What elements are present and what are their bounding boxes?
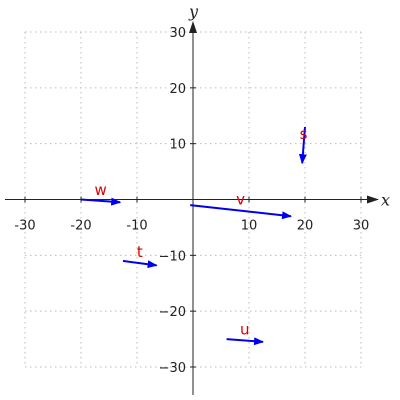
- vector-v-label: v: [236, 191, 245, 209]
- vector-v-arrow: [190, 204, 292, 220]
- vector-t-label: t: [137, 243, 143, 261]
- x-tick-label: -20: [70, 219, 91, 234]
- vector-u-arrow: [226, 337, 264, 346]
- y-tick-label: 30: [169, 26, 186, 41]
- y-tick-label: −30: [159, 361, 186, 376]
- vector-s-arrow: [298, 126, 307, 165]
- tick-labels: -30 -20 -10 10 20 30 −30 −20 −10 10 20 30: [14, 26, 369, 376]
- x-tick-label: 30: [353, 219, 370, 234]
- x-tick-label: -10: [126, 219, 147, 234]
- x-tick-label: 10: [241, 219, 258, 234]
- y-tick-label: 10: [169, 138, 186, 153]
- vector-t-arrow: [122, 259, 158, 269]
- y-tick-label: −10: [159, 249, 186, 264]
- vector-w-label: w: [94, 181, 106, 199]
- vector-s-label: s: [300, 125, 308, 143]
- x-tick-label: 20: [297, 219, 314, 234]
- y-tick-label: 20: [169, 82, 186, 97]
- vector-w-arrow: [80, 197, 122, 206]
- vector-u-label: u: [240, 320, 250, 338]
- vectors: s v w t u: [80, 125, 308, 346]
- x-tick-label: -30: [14, 219, 35, 234]
- axes: x y: [5, 2, 390, 395]
- x-axis-label: x: [381, 191, 390, 210]
- y-axis-label: y: [188, 2, 199, 21]
- y-tick-label: −20: [159, 305, 186, 320]
